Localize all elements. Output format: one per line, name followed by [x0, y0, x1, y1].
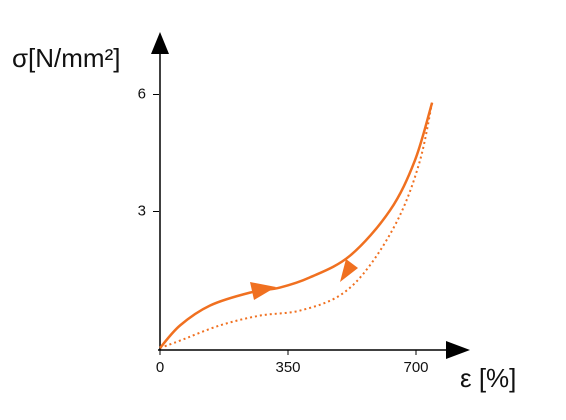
y-axis-arrow [151, 32, 169, 54]
y-axis-title: σ[N/mm²] [12, 43, 120, 73]
y-tick-label: 6 [138, 85, 146, 102]
x-tick-label: 700 [403, 359, 428, 376]
data-line [159, 102, 434, 349]
data-line [159, 102, 434, 349]
x-tick-label: 0 [156, 359, 164, 376]
x-axis-arrow [446, 341, 470, 359]
y-tick-label: 3 [138, 202, 146, 219]
x-axis-title: ε [%] [460, 363, 516, 393]
x-tick-label: 350 [275, 359, 300, 376]
direction-arrow [340, 259, 358, 282]
